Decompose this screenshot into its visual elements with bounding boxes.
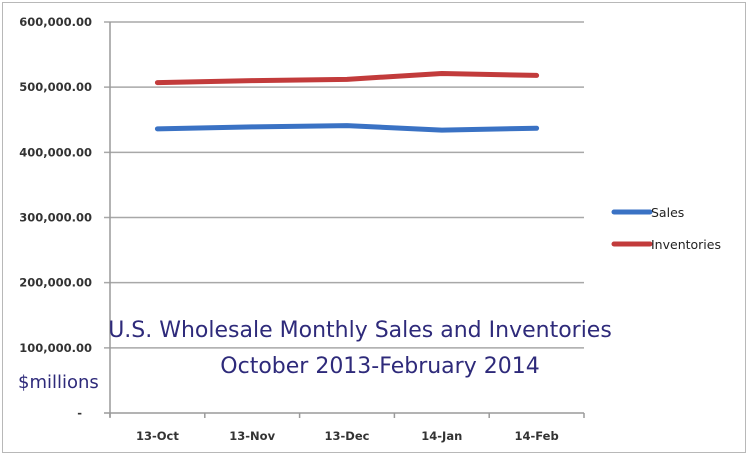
y-tick-label: 600,000.00	[19, 15, 92, 29]
x-tick-label: 13-Oct	[136, 429, 179, 443]
series-line-inventories	[154, 70, 540, 86]
y-tick-label: 500,000.00	[19, 80, 92, 94]
chart-title: U.S. Wholesale Monthly Sales and Invento…	[108, 318, 612, 343]
x-axis-ticks: 13-Oct 13-Nov 13-Dec 14-Jan 14-Feb	[136, 429, 559, 443]
legend-label-sales: Sales	[651, 205, 684, 220]
y-axis-ticks: 600,000.00 500,000.00 400,000.00 300,000.00…	[19, 15, 92, 420]
legend: Sales Inventories	[611, 205, 721, 252]
y-tick-label: 200,000.00	[19, 276, 92, 290]
gridlines	[104, 21, 584, 349]
legend-label-inventories: Inventories	[651, 237, 721, 252]
x-tick-label: 13-Dec	[325, 429, 370, 443]
axes	[104, 22, 585, 418]
x-tick-label: 13-Nov	[229, 429, 275, 443]
x-tick-label: 14-Jan	[421, 429, 462, 443]
y-axis-unit-label: $millions	[18, 372, 99, 393]
y-tick-label: 100,000.00	[19, 341, 92, 355]
chart-subtitle: October 2013-February 2014	[220, 354, 539, 379]
series-line-sales	[154, 123, 540, 133]
series-lines	[154, 70, 540, 133]
y-tick-label: 400,000.00	[19, 145, 92, 159]
x-tick-label: 14-Feb	[514, 429, 558, 443]
y-tick-label: 300,000.00	[19, 211, 92, 225]
y-tick-label: -	[77, 406, 82, 420]
